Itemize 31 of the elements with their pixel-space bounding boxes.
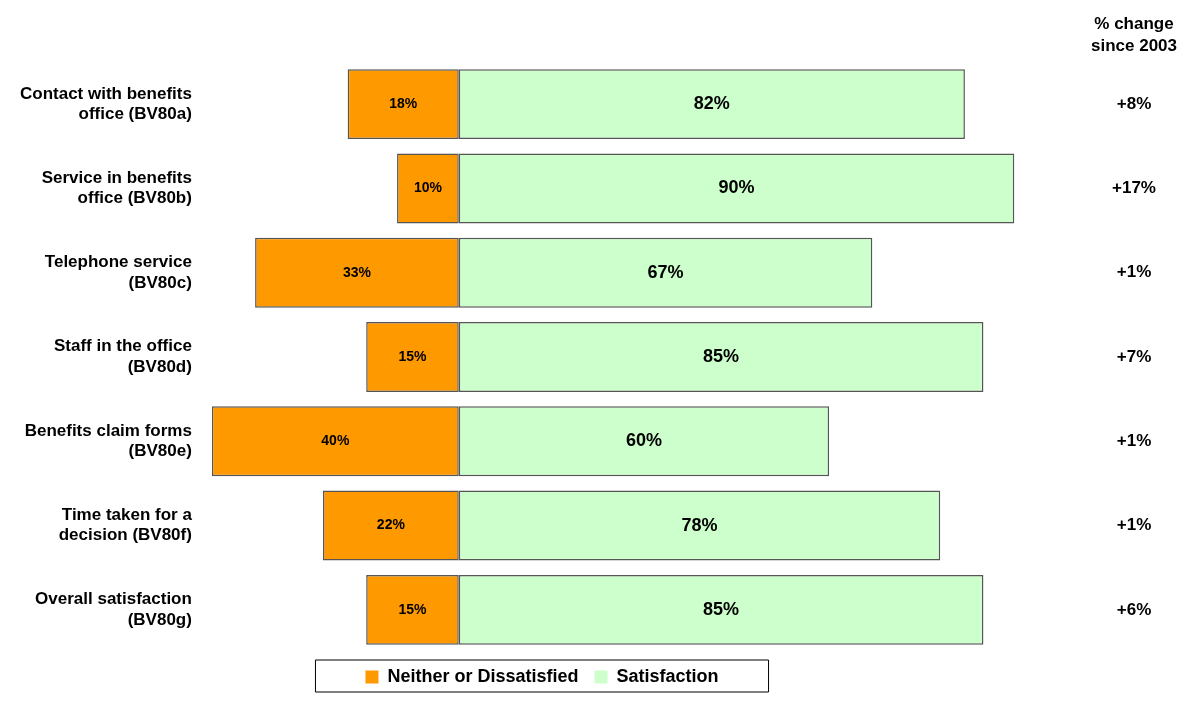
- data-label: 85%: [703, 598, 740, 619]
- data-label: 78%: [681, 514, 718, 535]
- y-tick-label: Staff in the office (BV80d): [53, 336, 192, 376]
- text: +1%: [1116, 262, 1152, 282]
- data-label: 90%: [718, 177, 755, 198]
- y-tick-label: Overall satisfaction (BV80g): [35, 589, 192, 629]
- y-tick-label: Telephone service (BV80c): [44, 252, 192, 292]
- annotation: 22%: [376, 516, 406, 533]
- y-tick-label: Service in benefits office (BV80b): [41, 167, 192, 208]
- text: +1%: [1116, 430, 1152, 450]
- legend-label: Satisfaction: [616, 665, 719, 686]
- text: % change since 2003: [1090, 13, 1178, 55]
- text: +1%: [1116, 515, 1152, 535]
- data-label: 67%: [647, 261, 684, 282]
- legend-label: Neither or Dissatisfied: [387, 665, 579, 686]
- annotation: 15%: [398, 347, 428, 364]
- text: +7%: [1116, 346, 1152, 366]
- annotation: 40%: [321, 432, 350, 449]
- text: +17%: [1112, 178, 1156, 198]
- annotation: 33%: [342, 263, 372, 280]
- data-label: 82%: [693, 93, 730, 114]
- annotation: 15%: [398, 600, 428, 617]
- annotation: 10%: [413, 179, 443, 196]
- text: +6%: [1116, 599, 1152, 619]
- y-tick-label: Contact with benefits office (BV80a): [19, 83, 192, 124]
- text: +8%: [1116, 93, 1152, 113]
- y-tick-label: Benefits claim forms (BV80e): [24, 420, 192, 461]
- annotation: 18%: [389, 95, 418, 111]
- data-label: 60%: [625, 430, 662, 451]
- data-label: 85%: [703, 345, 740, 366]
- y-tick-label: Time taken for a decision (BV80f): [58, 505, 193, 545]
